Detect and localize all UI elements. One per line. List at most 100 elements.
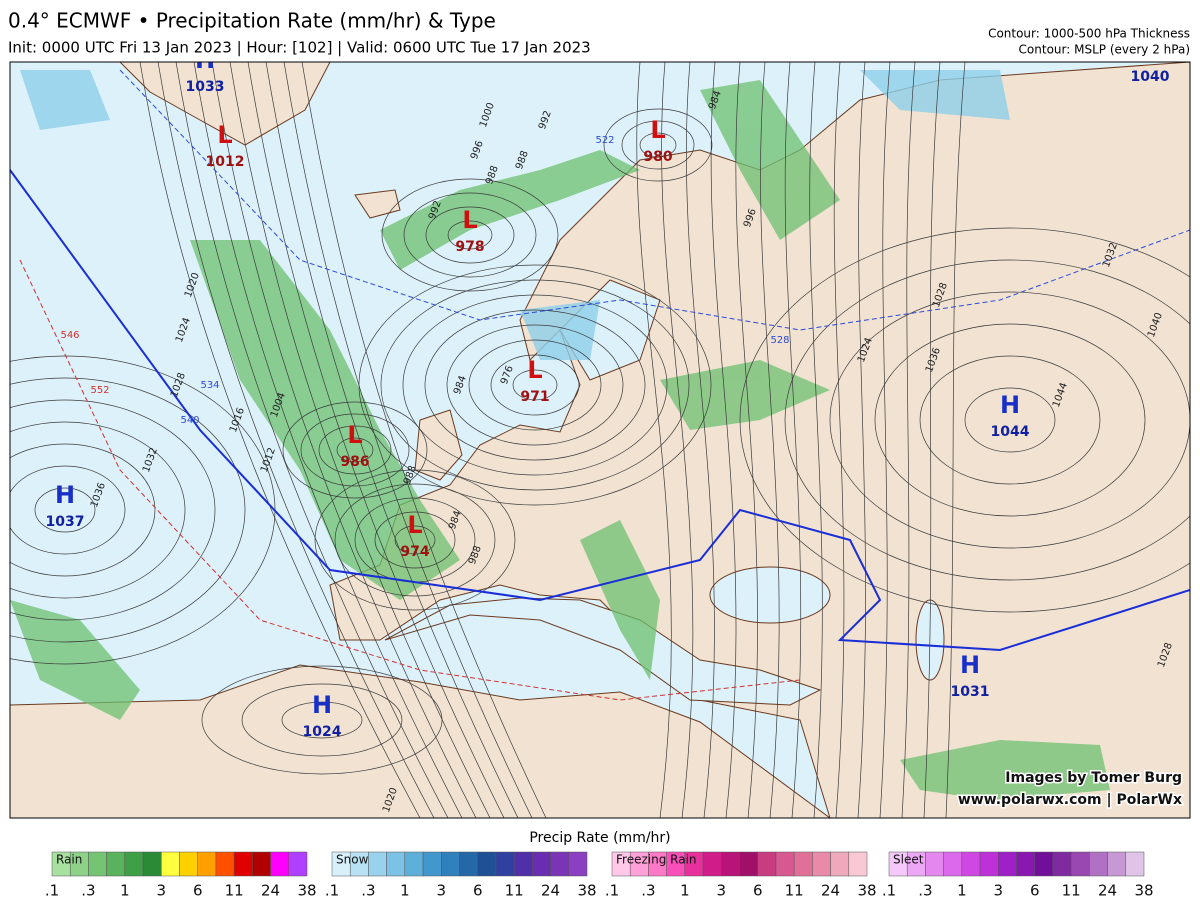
isobar <box>10 421 186 599</box>
legend-tick-label: 1 <box>680 882 690 900</box>
isobar <box>336 437 374 463</box>
thickness-label: 522 <box>595 135 614 146</box>
legend-swatch <box>179 851 198 877</box>
isobar <box>784 259 1190 581</box>
legend-swatch <box>532 851 551 877</box>
pressure-center-value: 1024 <box>303 724 342 740</box>
isobar <box>686 62 715 818</box>
legend-swatch <box>161 851 180 877</box>
isobar <box>193 62 463 818</box>
legend-swatch <box>106 851 126 877</box>
isobar <box>380 279 690 491</box>
legend-tick-label: 24 <box>261 882 280 900</box>
legend-tick-label: 38 <box>857 882 876 900</box>
pressure-center-symbol: L <box>650 116 665 144</box>
isobar <box>402 294 668 476</box>
legend-tick-label: 3 <box>157 882 167 900</box>
isobar <box>735 62 758 818</box>
legend-tick-label: .1 <box>325 882 339 900</box>
isobar <box>639 132 677 158</box>
isobar <box>879 62 891 818</box>
legend-swatch <box>775 851 795 877</box>
isobar <box>265 62 519 818</box>
thickness-label: 546 <box>60 330 79 341</box>
legend-tick-label: 11 <box>785 882 804 900</box>
legend-swatch <box>1034 851 1054 877</box>
isobar <box>760 62 780 818</box>
legend-tick-label: 6 <box>1030 882 1040 900</box>
legend-swatch <box>270 851 290 877</box>
legend-tick-label: 38 <box>1134 882 1153 900</box>
pressure-center-value: 1012 <box>206 154 245 170</box>
legend-tick-label: 24 <box>821 882 840 900</box>
thickness-label: 528 <box>770 335 789 346</box>
legend-tick-label: 1 <box>400 882 410 900</box>
isobar <box>784 62 802 818</box>
pressure-center-value: 1031 <box>951 684 990 700</box>
pressure-center-value: 986 <box>340 454 369 470</box>
precip-snow <box>20 70 1010 360</box>
isobars <box>10 62 1190 818</box>
thickness-cold-line <box>119 69 1190 331</box>
isobar <box>621 120 695 170</box>
legend-swatch <box>477 851 497 877</box>
isobar <box>247 62 505 818</box>
legend-swatch <box>368 851 387 877</box>
legend-swatch <box>1070 851 1090 877</box>
legend-scale-name: Rain <box>56 853 82 867</box>
isobar <box>945 62 966 818</box>
isobar <box>282 401 428 499</box>
pressure-center-value: 980 <box>643 149 672 165</box>
isobar <box>283 62 533 818</box>
legend-swatch <box>979 851 999 877</box>
legend-swatch <box>757 851 777 877</box>
thickness-label: 540 <box>180 415 199 426</box>
subtitle: Init: 0000 UTC Fri 13 Jan 2023 | Hour: [… <box>8 39 591 57</box>
isobar <box>334 483 496 597</box>
legend-swatch <box>1016 851 1035 877</box>
britain <box>414 409 463 481</box>
legend-scale-name: Snow <box>336 853 369 867</box>
legend-tick-label: .1 <box>45 882 59 900</box>
pressure-center-value: 1040 <box>1131 69 1170 85</box>
legend-tick-label: 6 <box>753 882 763 900</box>
legend-swatch <box>233 851 253 877</box>
isobar <box>157 62 435 818</box>
isobar <box>34 487 96 533</box>
legend-swatch <box>513 851 533 877</box>
isobar <box>424 309 646 461</box>
isobar <box>661 62 694 818</box>
legend-swatch <box>215 851 235 877</box>
legend-swatch <box>142 851 162 877</box>
legend-swatch <box>568 851 588 877</box>
legend-swatch <box>441 851 460 877</box>
legend-swatch <box>998 851 1017 877</box>
legend-swatch <box>404 851 424 877</box>
isobar <box>710 62 737 818</box>
pressure-center-value: 978 <box>455 239 484 255</box>
isobar <box>241 683 403 757</box>
isobar <box>175 62 449 818</box>
pressure-center-value: 1037 <box>46 514 85 530</box>
pressure-center-symbol: L <box>217 121 232 149</box>
isobar <box>314 469 516 611</box>
legend-swatch <box>422 851 442 877</box>
legend-swatch <box>550 851 570 877</box>
isobar <box>833 62 845 818</box>
isobar <box>919 355 1101 485</box>
legend-tick-label: 38 <box>297 882 316 900</box>
legend-tick-label: .3 <box>641 882 655 900</box>
eurasia <box>329 62 1190 818</box>
legend-swatch <box>495 851 515 877</box>
thickness-label: 534 <box>200 380 219 391</box>
legend-swatch <box>1125 851 1145 877</box>
legend-tick-label: 11 <box>225 882 244 900</box>
legend-swatch <box>459 851 478 877</box>
legend-tick-label: .3 <box>361 882 375 900</box>
legend-scale-name: Sleet <box>893 853 924 867</box>
pressure-center-value: 971 <box>520 389 549 405</box>
thickness-540-line <box>10 169 1190 652</box>
legend-tick-label: 3 <box>717 882 727 900</box>
pressure-center-value: 1033 <box>186 79 225 95</box>
